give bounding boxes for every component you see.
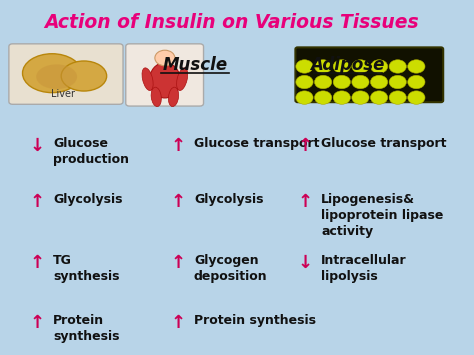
Text: ↑: ↑ <box>170 313 185 332</box>
Ellipse shape <box>177 68 188 91</box>
Text: Glucose transport: Glucose transport <box>194 137 319 150</box>
Circle shape <box>408 75 425 89</box>
Text: Protein
synthesis: Protein synthesis <box>53 313 119 343</box>
Circle shape <box>333 91 350 104</box>
Text: ↑: ↑ <box>170 137 185 155</box>
Circle shape <box>389 75 406 89</box>
Text: Glucose
production: Glucose production <box>53 137 129 166</box>
Text: ↑: ↑ <box>170 193 185 212</box>
Circle shape <box>314 75 332 89</box>
Ellipse shape <box>149 62 180 98</box>
Circle shape <box>352 60 369 73</box>
Circle shape <box>408 91 425 104</box>
Text: Lipogenesis&
lipoprotein lipase
activity: Lipogenesis& lipoprotein lipase activity <box>321 193 444 239</box>
Circle shape <box>333 75 350 89</box>
Ellipse shape <box>61 61 107 91</box>
Circle shape <box>389 91 406 104</box>
Circle shape <box>296 91 313 104</box>
FancyBboxPatch shape <box>9 44 123 104</box>
Ellipse shape <box>23 54 82 93</box>
Text: ↓: ↓ <box>298 253 313 272</box>
Circle shape <box>155 50 175 66</box>
Circle shape <box>370 60 388 73</box>
Text: ↑: ↑ <box>29 253 45 272</box>
Text: Glucose transport: Glucose transport <box>321 137 447 150</box>
Circle shape <box>296 60 313 73</box>
FancyBboxPatch shape <box>295 47 443 102</box>
Text: ↑: ↑ <box>298 137 313 155</box>
Text: ↓: ↓ <box>29 137 45 155</box>
Circle shape <box>314 91 332 104</box>
Text: Adipose: Adipose <box>310 55 385 73</box>
Text: Intracellular
lipolysis: Intracellular lipolysis <box>321 253 407 283</box>
Text: Protein synthesis: Protein synthesis <box>194 313 316 327</box>
Circle shape <box>352 91 369 104</box>
Text: Action of Insulin on Various Tissues: Action of Insulin on Various Tissues <box>45 13 419 32</box>
Circle shape <box>408 60 425 73</box>
Text: Glycolysis: Glycolysis <box>53 193 122 206</box>
Text: Glycogen
deposition: Glycogen deposition <box>194 253 268 283</box>
Text: TG
synthesis: TG synthesis <box>53 253 119 283</box>
Text: Liver: Liver <box>52 89 75 99</box>
Text: ↑: ↑ <box>170 253 185 272</box>
Circle shape <box>333 60 350 73</box>
Ellipse shape <box>151 87 161 106</box>
Ellipse shape <box>168 87 179 106</box>
Circle shape <box>389 60 406 73</box>
Circle shape <box>314 60 332 73</box>
Text: ↑: ↑ <box>29 193 45 212</box>
Circle shape <box>296 75 313 89</box>
Ellipse shape <box>36 64 77 89</box>
Text: ↑: ↑ <box>29 313 45 332</box>
Text: ↑: ↑ <box>298 193 313 212</box>
Ellipse shape <box>142 68 153 91</box>
FancyBboxPatch shape <box>126 44 203 106</box>
Circle shape <box>370 91 388 104</box>
Circle shape <box>352 75 369 89</box>
Circle shape <box>370 75 388 89</box>
Text: Muscle: Muscle <box>163 55 228 73</box>
Text: Glycolysis: Glycolysis <box>194 193 264 206</box>
